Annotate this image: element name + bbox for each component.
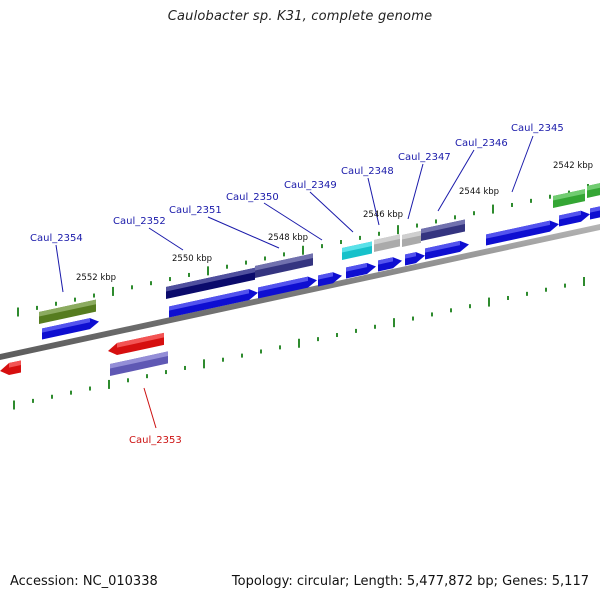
kbp-label: 2548 kbp [268,233,308,243]
gene-label: Caul_2354 [30,233,83,244]
gene-caul-2347b [402,230,421,247]
leader-caul-2352 [148,227,184,251]
gene-caul-2348 [342,241,372,260]
orf-arrow [590,206,600,220]
gene-label: Caul_2352 [113,216,166,227]
gene-label: Caul_2347 [398,152,451,163]
gene-label: Caul_2353 [129,435,182,446]
orf-arrow [346,262,376,279]
orf-arrow [559,210,590,227]
leader-caul-2351 [207,216,280,249]
gene-label: Caul_2345 [511,123,564,134]
kbp-label: 2546 kbp [363,210,403,220]
gene-caul-2344 [587,183,600,198]
labels: 2552 kbp 2550 kbp 2548 kbp 2546 kbp 2544 kbp… [30,123,593,446]
orf-arrow [425,240,469,260]
orf-arrow [318,272,342,287]
leader-caul-2345 [511,135,534,193]
gene-caul-2345 [553,189,585,208]
gene-label: Caul_2351 [169,205,222,216]
leader-caul-2350 [263,202,323,241]
gene-caul-2351 [166,267,255,299]
gene-caul-2346 [421,219,465,241]
leader-caul-2347 [407,163,424,220]
orf-arrow [258,276,317,299]
gene-caul-2353 [108,332,164,356]
upper-tick-track [17,184,589,317]
leader-caul-2349 [309,191,354,233]
kbp-label: 2542 kbp [553,161,593,171]
orf-arrow [169,289,258,318]
map-title: Caulobacter sp. K31, complete genome [167,9,433,24]
leader-caul-2354 [55,244,64,293]
orf-arrow [378,257,402,272]
gene-caul-2353-b [110,351,168,376]
gene-label: Caul_2346 [455,138,508,149]
gene-label: Caul_2348 [341,166,394,177]
orf-arrow [42,318,99,340]
lower-tick-track [13,277,585,410]
leader-caul-2353 [143,387,157,429]
leader-caul-2348 [367,177,380,226]
kbp-label: 2544 kbp [459,187,499,197]
leader-caul-2346 [437,149,475,212]
orf-arrow [486,220,559,246]
gene-features [0,183,600,376]
genome-summary-text: Topology: circular; Length: 5,477,872 bp… [231,574,589,589]
gene-caul-2350 [255,253,313,278]
kbp-label: 2550 kbp [172,254,212,264]
gene-label: Caul_2350 [226,192,279,203]
accession-text: Accession: NC_010338 [10,574,158,589]
gene-label: Caul_2349 [284,180,337,191]
gene-reverse [0,360,21,376]
genome-backbone [0,224,600,360]
label-leader-lines [55,135,534,429]
gene-caul-2347a [374,234,400,252]
kbp-label: 2552 kbp [76,273,116,283]
gene-caul-2354 [39,299,96,324]
orf-arrow [405,252,425,266]
